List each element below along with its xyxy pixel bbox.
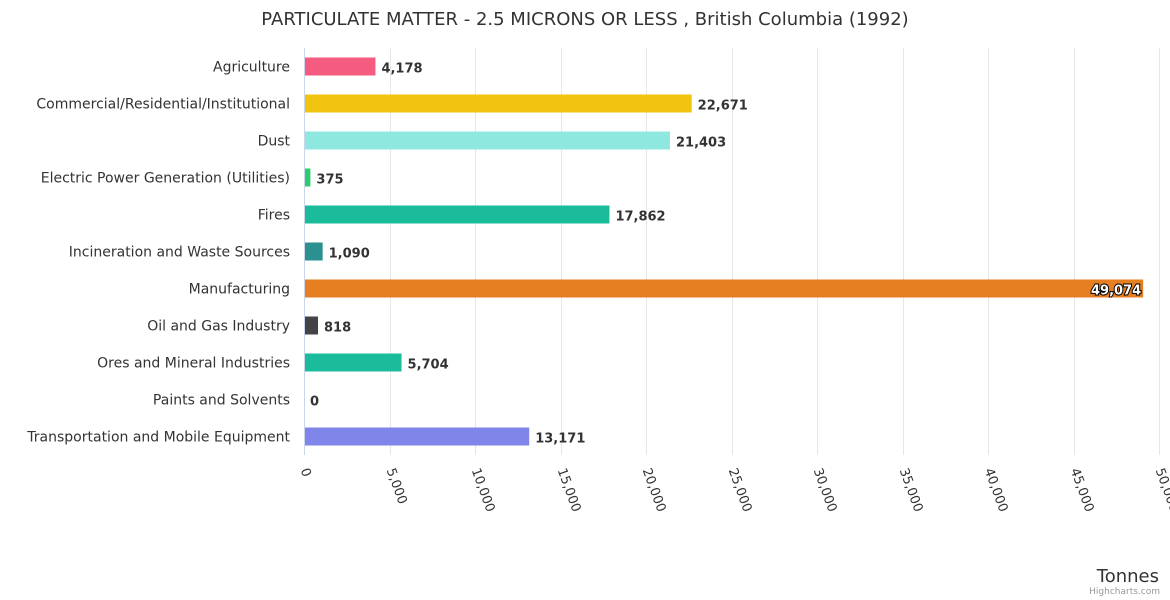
category-label: Incineration and Waste Sources xyxy=(69,245,290,261)
x-tick-label: 45,000 xyxy=(1067,466,1097,514)
x-axis-tick-labels: 0 5,000 10,000 15,000 20,000 25,000 30,000 35,0… xyxy=(297,466,1170,514)
data-label: 13,171 xyxy=(535,432,585,447)
category-label: Transportation and Mobile Equipment xyxy=(26,430,290,446)
category-label: Electric Power Generation (Utilities) xyxy=(41,171,290,187)
category-label: Ores and Mineral Industries xyxy=(97,356,290,372)
credits-link[interactable]: Highcharts.com xyxy=(1089,587,1160,597)
x-tick-label: 50,000 xyxy=(1152,466,1170,514)
category-label: Agriculture xyxy=(213,60,290,76)
grid-lines xyxy=(390,48,1160,455)
category-label: Dust xyxy=(258,134,291,150)
data-label: 21,403 xyxy=(676,136,726,151)
bar[interactable] xyxy=(304,316,318,335)
x-tick-label: 40,000 xyxy=(981,466,1011,514)
chart-title: PARTICULATE MATTER - 2.5 MICRONS OR LESS… xyxy=(261,9,908,30)
x-axis-title: Tonnes xyxy=(1096,566,1159,587)
data-label: 0 xyxy=(310,395,319,410)
data-labels: 4,178 22,671 21,403 375 17,862 1,090 49,074 818… xyxy=(310,62,1142,447)
category-label: Commercial/Residential/Institutional xyxy=(36,97,290,113)
bar[interactable] xyxy=(304,353,402,372)
category-label: Fires xyxy=(258,208,290,224)
data-label: 49,074 xyxy=(1091,284,1141,299)
x-tick-label: 25,000 xyxy=(725,466,755,514)
bar[interactable] xyxy=(304,94,692,113)
category-labels: Agriculture Commercial/Residential/Instit… xyxy=(26,60,290,446)
bar[interactable] xyxy=(304,57,376,76)
x-tick-label: 30,000 xyxy=(810,466,840,514)
data-label: 1,090 xyxy=(329,247,370,262)
data-label: 22,671 xyxy=(698,99,748,114)
bar[interactable] xyxy=(304,242,323,261)
bar[interactable] xyxy=(304,279,1144,298)
x-tick-label: 20,000 xyxy=(639,466,669,514)
category-label: Oil and Gas Industry xyxy=(147,319,290,335)
bar[interactable] xyxy=(304,427,530,446)
x-tick-label: 35,000 xyxy=(896,466,926,514)
data-label: 5,704 xyxy=(408,358,449,373)
category-label: Paints and Solvents xyxy=(153,393,290,409)
bars xyxy=(304,57,1144,446)
data-label: 17,862 xyxy=(615,210,665,225)
bar[interactable] xyxy=(304,131,670,150)
x-tick-label: 15,000 xyxy=(554,466,584,514)
data-label: 4,178 xyxy=(381,62,422,77)
data-label: 375 xyxy=(316,173,343,188)
bar[interactable] xyxy=(304,168,311,187)
x-tick-label: 5,000 xyxy=(383,466,410,506)
x-tick-label: 0 xyxy=(297,466,314,479)
bar[interactable] xyxy=(304,205,610,224)
x-tick-label: 10,000 xyxy=(468,466,498,514)
category-label: Manufacturing xyxy=(189,282,290,298)
data-label: 818 xyxy=(324,321,351,336)
